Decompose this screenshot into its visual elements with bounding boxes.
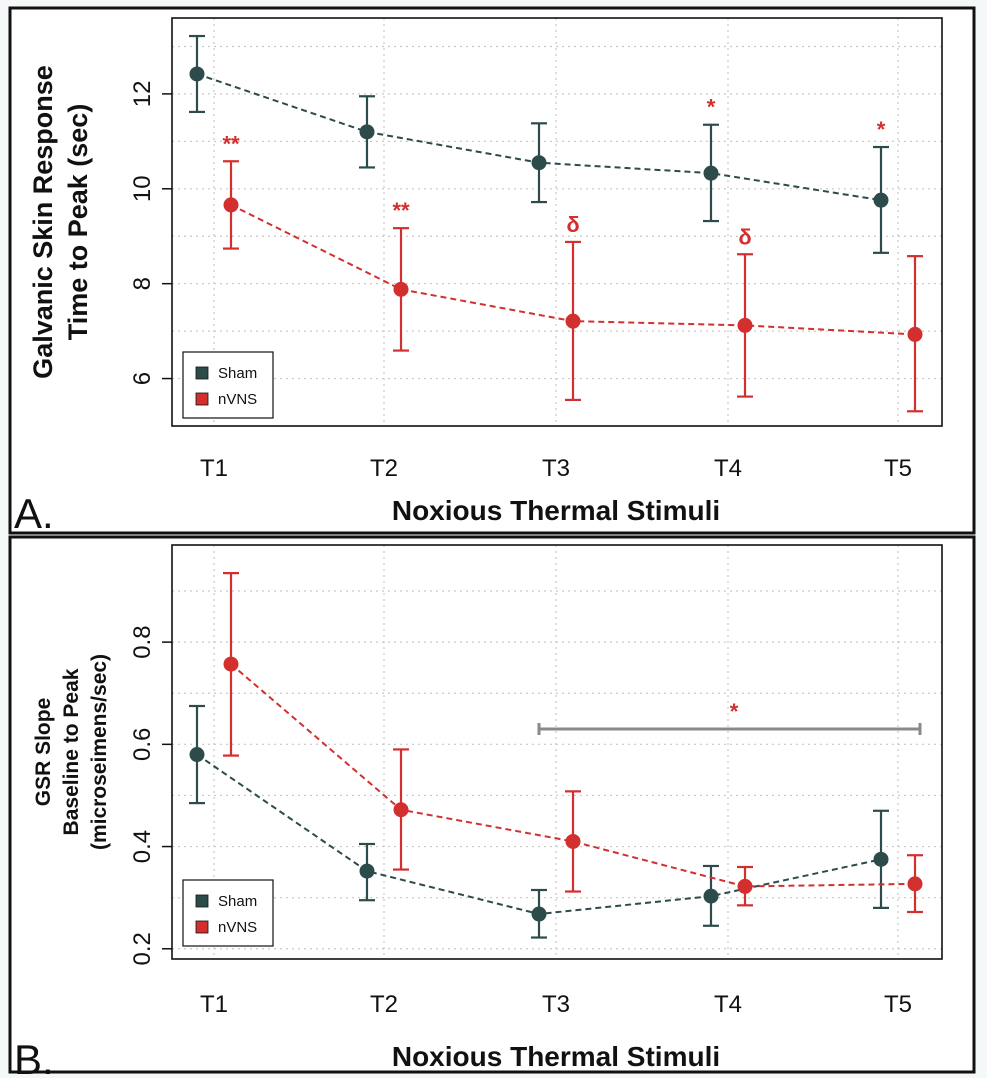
panel-a-ytick-label-2: 8 <box>129 277 156 290</box>
bracket-significance-label: * <box>730 699 739 724</box>
panel-a-point-nvns-t5 <box>907 326 923 342</box>
panel-b-xtick-label-t3: T3 <box>542 991 570 1018</box>
panel-a-legend-swatch-sham <box>195 366 209 380</box>
panel-a-ylabel-line-1: Galvanic Skin Response <box>28 65 58 379</box>
panel-a-legend: Sham nVNS <box>182 351 274 419</box>
panel-b-y-axis-label: GSR Slope Baseline to Peak (microseimens… <box>32 654 111 850</box>
panel-a-point-nvns-t3 <box>565 313 581 329</box>
panel-b-point-nvns-t2 <box>393 802 409 818</box>
panel-b-xtick-label-t5: T5 <box>884 991 912 1018</box>
panel-a-xtick-label-t4: T4 <box>714 455 742 482</box>
panel-a-xtick-label-t5: T5 <box>884 455 912 482</box>
panel-b-legend: Sham nVNS <box>182 879 274 947</box>
panel-b-point-sham-t2 <box>359 863 375 879</box>
panel-b-series-line-nvns <box>230 663 916 888</box>
panel-b-letter: B. <box>14 1036 54 1078</box>
panel-a-ytick-label-4: 12 <box>129 81 156 108</box>
panel-a-axes: 6 8 10 12 T1 T2 T3 T4 T5 <box>129 81 912 482</box>
panel-b: * 0.2 0.4 0.6 0.8 T1 T2 T3 T4 T5 GSR Slope Basel… <box>8 535 976 1078</box>
panel-b-legend-swatch-sham <box>195 894 209 908</box>
panel-b-ylabel-line-1: GSR Slope <box>32 698 55 807</box>
panel-a-significance-sham-t5: * <box>877 117 886 142</box>
panel-a-significance-nvns-t2: ** <box>392 198 410 223</box>
panel-a-point-nvns-t2 <box>393 281 409 297</box>
panel-a-ylabel-line-2: Time to Peak (sec) <box>63 104 93 341</box>
panel-a-point-nvns-t1 <box>223 197 239 213</box>
panel-b-data: * <box>189 572 923 939</box>
panel-a-significance-nvns-t3: δ <box>566 212 579 237</box>
panel-b-point-sham-t5 <box>873 851 889 867</box>
panel-a-point-sham-t3 <box>531 155 547 171</box>
panel-b-frame <box>8 535 976 1074</box>
panel-b-ylabel-line-3: (microseimens/sec) <box>88 654 111 850</box>
panel-b-ytick-label-4: 0.8 <box>129 625 156 658</box>
panel-b-grid <box>172 545 942 959</box>
panel-a-point-sham-t5 <box>873 192 889 208</box>
panel-b-xtick-label-t1: T1 <box>200 991 228 1018</box>
panel-a-legend-box <box>182 351 274 419</box>
panel-b-point-nvns-t4 <box>737 878 753 894</box>
panel-a-point-nvns-t4 <box>737 317 753 333</box>
panel-b-ytick-label-1: 0.2 <box>129 932 156 965</box>
panel-b-plot-area <box>171 544 943 960</box>
panel-b-point-sham-t4 <box>703 888 719 904</box>
panel-a-xlabel: Noxious Thermal Stimuli <box>392 495 720 526</box>
panel-b-legend-label-sham: Sham <box>218 893 257 910</box>
panel-b-point-nvns-t3 <box>565 833 581 849</box>
panel-b-xtick-label-t2: T2 <box>370 991 398 1018</box>
panel-a-letter: A. <box>14 490 54 537</box>
panel-a-y-axis-label: Galvanic Skin Response Time to Peak (sec… <box>28 65 93 379</box>
panel-a-ytick-label-1: 6 <box>129 372 156 385</box>
panel-a-xtick-label-t2: T2 <box>370 455 398 482</box>
panel-a-significance-nvns-t4: δ <box>738 224 751 249</box>
panel-a-xtick-label-t1: T1 <box>200 455 228 482</box>
panel-a-point-sham-t4 <box>703 165 719 181</box>
panel-a-grid <box>172 18 942 427</box>
panel-a-significance-sham-t4: * <box>707 95 716 120</box>
panel-a-frame <box>8 6 976 535</box>
panel-a-point-sham-t2 <box>359 124 375 140</box>
panel-b-point-nvns-t1 <box>223 656 239 672</box>
panel-b-point-sham-t1 <box>189 747 205 763</box>
panel-a-legend-label-nvns: nVNS <box>218 391 257 408</box>
panel-a-plot-area <box>171 17 943 427</box>
panel-a-legend-label-sham: Sham <box>218 365 257 382</box>
panel-b-significance-bracket: * <box>537 699 922 735</box>
panel-b-ytick-label-3: 0.6 <box>129 728 156 761</box>
panel-a-legend-swatch-nvns <box>195 392 209 406</box>
panel-b-legend-swatch-nvns <box>195 920 209 934</box>
panel-b-point-sham-t3 <box>531 906 547 922</box>
panel-a-significance-nvns-t1: ** <box>222 131 240 156</box>
panel-b-ylabel-line-2: Baseline to Peak <box>60 668 83 835</box>
panel-b-axes: 0.2 0.4 0.6 0.8 T1 T2 T3 T4 T5 <box>129 625 912 1018</box>
panel-b-legend-label-nvns: nVNS <box>218 919 257 936</box>
panel-b-point-nvns-t5 <box>907 876 923 892</box>
panel-a-xtick-label-t3: T3 <box>542 455 570 482</box>
panel-b-xtick-label-t4: T4 <box>714 991 742 1018</box>
panel-b-legend-box <box>182 879 274 947</box>
panel-a-ytick-label-3: 10 <box>129 175 156 202</box>
panel-a-point-sham-t1 <box>189 66 205 82</box>
panel-b-ytick-label-2: 0.4 <box>129 830 156 863</box>
panel-a-data: ******δ δ <box>189 34 923 413</box>
panel-b-xlabel: Noxious Thermal Stimuli <box>392 1041 720 1072</box>
